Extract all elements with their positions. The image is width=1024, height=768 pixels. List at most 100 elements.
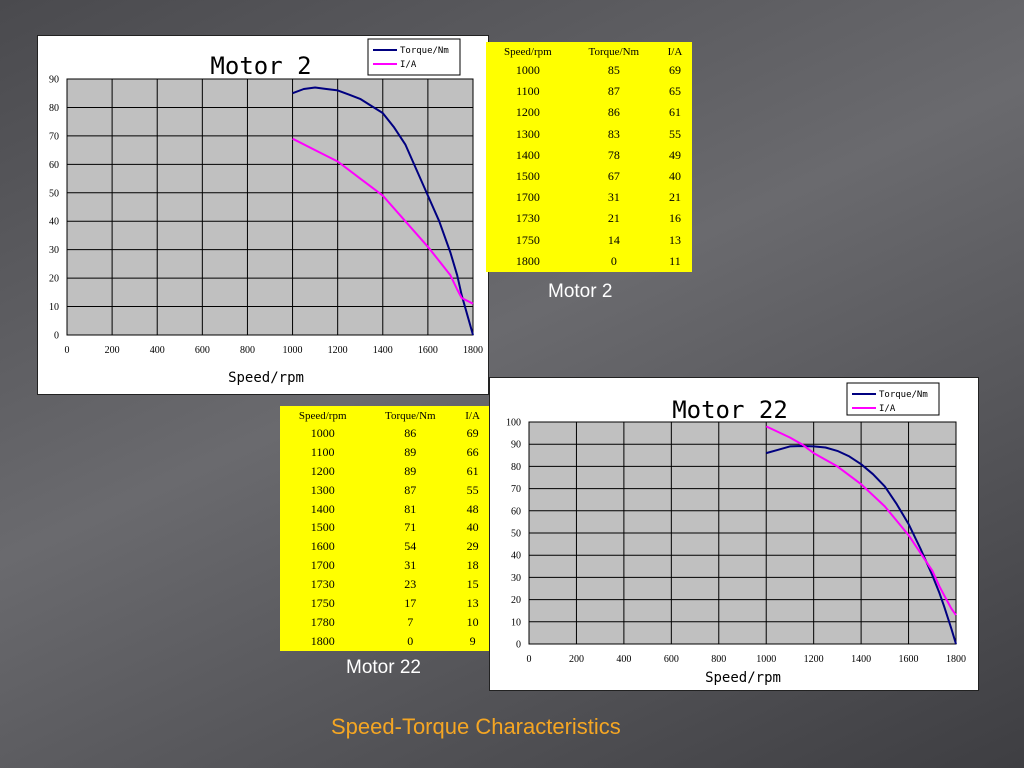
- x-tick-label: 800: [240, 345, 255, 356]
- table-cell: 1800: [310, 633, 335, 648]
- table-cell: 40: [668, 169, 681, 184]
- table-header-cell: Speed/rpm: [504, 46, 552, 58]
- x-tick-label: 1200: [804, 654, 824, 665]
- x-tick-label: 0: [65, 345, 70, 356]
- table-cell: 29: [466, 539, 479, 554]
- table-cell: 1780: [310, 615, 335, 630]
- y-tick-label: 100: [506, 418, 521, 429]
- table-row: 1700 31 18: [280, 556, 490, 575]
- y-tick-label: 40: [49, 217, 59, 228]
- table-cell: 81: [404, 501, 417, 516]
- table-cell: 83: [607, 126, 620, 141]
- y-tick-label: 60: [511, 506, 521, 517]
- table-cell: 0: [610, 253, 617, 268]
- table-cell: 1300: [515, 126, 540, 141]
- table-cell: 85: [607, 63, 620, 78]
- motor22-data-table: Speed/rpm Torque/Nm I/A 1000 86 69 1100 89 66 12…: [280, 406, 490, 651]
- table-cell: 31: [404, 558, 417, 573]
- y-tick-label: 70: [49, 131, 59, 142]
- x-tick-label: 0: [527, 654, 532, 665]
- x-tick-label: 800: [711, 654, 726, 665]
- table-cell: 86: [607, 105, 620, 120]
- x-tick-label: 1600: [899, 654, 919, 665]
- table-cell: 1750: [310, 596, 335, 611]
- table-header-row: Speed/rpm Torque/Nm I/A: [280, 406, 490, 424]
- table-cell: 21: [607, 211, 620, 226]
- x-tick-label: 1000: [283, 345, 303, 356]
- table-header-cell: Torque/Nm: [588, 46, 640, 58]
- table-row: 1750 17 13: [280, 594, 490, 613]
- table-cell: 66: [466, 444, 479, 459]
- table-header-cell: I/A: [667, 46, 683, 58]
- table-cell: 17: [404, 596, 417, 611]
- y-tick-label: 60: [49, 160, 59, 171]
- y-tick-label: 50: [511, 529, 521, 540]
- table-cell: 31: [607, 190, 620, 205]
- table-row: 1730 23 15: [280, 575, 490, 594]
- table-row: 1600 54 29: [280, 537, 490, 556]
- table-cell: 9: [469, 633, 476, 648]
- table-cell: 87: [607, 84, 620, 99]
- y-tick-label: 30: [511, 573, 521, 584]
- y-tick-label: 30: [49, 245, 59, 256]
- table-cell: 14: [607, 232, 620, 247]
- y-tick-label: 40: [511, 551, 521, 562]
- y-tick-label: 10: [511, 617, 521, 628]
- table-cell: 1000: [515, 63, 540, 78]
- x-tick-label: 1600: [418, 345, 438, 356]
- table-cell: 1100: [310, 444, 335, 459]
- x-tick-label: 1400: [851, 654, 871, 665]
- legend-label: I/A: [879, 404, 896, 414]
- table-row: 1000 86 69: [280, 424, 490, 443]
- table-cell: 1700: [310, 558, 335, 573]
- table-cell: 78: [607, 147, 620, 162]
- table-cell: 61: [668, 105, 681, 120]
- table-cell: 89: [404, 444, 417, 459]
- table-cell: 1730: [310, 577, 335, 592]
- table-cell: 69: [466, 425, 479, 440]
- table-cell: 1000: [310, 425, 335, 440]
- table-cell: 67: [607, 169, 620, 184]
- table-row: 1200 89 61: [280, 462, 490, 481]
- table-row: 1730 21 16: [486, 208, 692, 229]
- table-cell: 16: [668, 211, 681, 226]
- table-cell: 1500: [515, 169, 540, 184]
- series-line-current: [765, 425, 957, 616]
- table-row: 1300 83 55: [486, 124, 692, 145]
- chart-title: Motor 2: [210, 52, 311, 80]
- table-cell: 1400: [515, 147, 540, 162]
- table-header-cell: Torque/Nm: [385, 410, 436, 422]
- table-cell: 49: [668, 147, 681, 162]
- y-tick-label: 20: [511, 595, 521, 606]
- y-tick-label: 0: [54, 331, 59, 342]
- legend-box: [846, 382, 940, 416]
- motor2-chart-svg: 0 200 400 600 800 1000 1200 1400 1600 1800 0 10 20 30…: [49, 38, 483, 386]
- table-row: 1300 87 55: [280, 481, 490, 500]
- table-cell: 1400: [310, 501, 335, 516]
- table-cell: 23: [404, 577, 417, 592]
- table-row: 1500 67 40: [486, 166, 692, 187]
- table-cell: 48: [466, 501, 479, 516]
- x-tick-label: 1200: [328, 345, 348, 356]
- table-cell: 13: [466, 596, 479, 611]
- motor22-chart-svg: 0 200 400 600 800 1000 1200 1400 1600 1800 0 10 20 30…: [506, 382, 966, 686]
- table-cell: 55: [668, 126, 681, 141]
- x-tick-label: 200: [105, 345, 120, 356]
- table-cell: 65: [668, 84, 681, 99]
- table-cell: 1500: [310, 520, 335, 535]
- table-cell: 1800: [515, 253, 540, 268]
- motor2-caption: Motor 2: [548, 281, 613, 302]
- table-cell: 86: [404, 425, 417, 440]
- table-row: 1780 7 10: [280, 613, 490, 632]
- x-tick-label: 600: [195, 345, 210, 356]
- table-row: 1400 81 48: [280, 500, 490, 519]
- y-tick-label: 80: [49, 103, 59, 114]
- table-cell: 21: [668, 190, 681, 205]
- table-cell: 1300: [310, 482, 335, 497]
- table-row: 1100 89 66: [280, 443, 490, 462]
- chart-title: Motor 22: [672, 396, 788, 424]
- legend-label: Torque/Nm: [400, 46, 449, 56]
- y-tick-label: 70: [511, 484, 521, 495]
- table-cell: 54: [404, 539, 417, 554]
- legend-label: Torque/Nm: [879, 390, 928, 400]
